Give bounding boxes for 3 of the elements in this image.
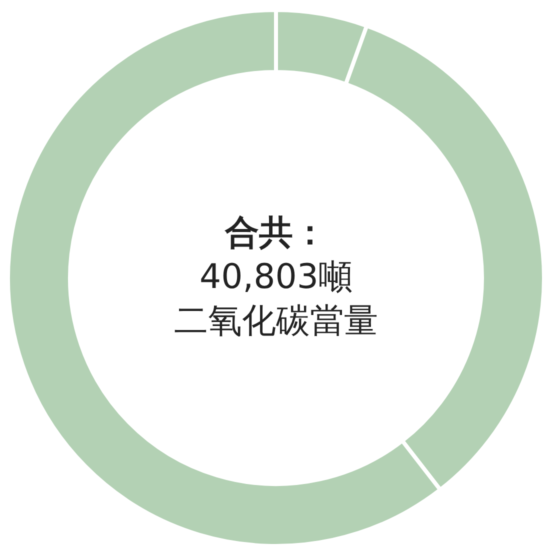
text: 二氧化碳當量 (174, 301, 378, 341)
text: 40,803噸 (200, 257, 352, 297)
text: 合共： (224, 213, 327, 253)
